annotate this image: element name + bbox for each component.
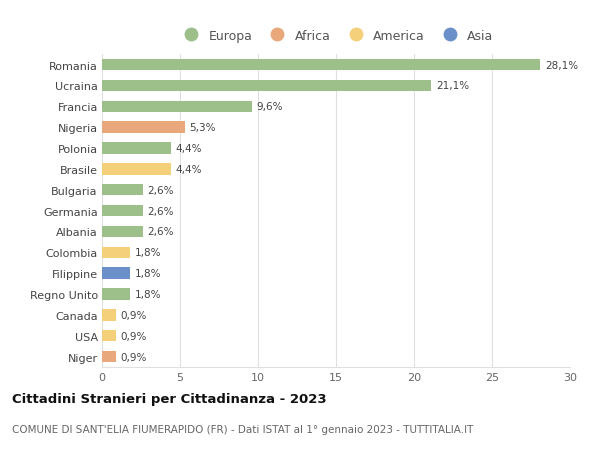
Text: 21,1%: 21,1% <box>436 81 469 91</box>
Bar <box>102 247 130 258</box>
Bar <box>102 330 116 341</box>
Text: 5,3%: 5,3% <box>190 123 216 133</box>
Text: Cittadini Stranieri per Cittadinanza - 2023: Cittadini Stranieri per Cittadinanza - 2… <box>12 392 326 405</box>
Text: 2,6%: 2,6% <box>147 206 174 216</box>
Bar <box>102 289 130 300</box>
Bar <box>102 60 541 71</box>
Text: 2,6%: 2,6% <box>147 227 174 237</box>
Text: 2,6%: 2,6% <box>147 185 174 196</box>
Text: COMUNE DI SANT'ELIA FIUMERAPIDO (FR) - Dati ISTAT al 1° gennaio 2023 - TUTTITALI: COMUNE DI SANT'ELIA FIUMERAPIDO (FR) - D… <box>12 425 473 435</box>
Bar <box>102 351 116 363</box>
Bar <box>102 268 130 279</box>
Text: 0,9%: 0,9% <box>121 352 147 362</box>
Text: 4,4%: 4,4% <box>175 144 202 154</box>
Bar <box>102 101 252 113</box>
Bar <box>102 81 431 92</box>
Text: 0,9%: 0,9% <box>121 310 147 320</box>
Text: 1,8%: 1,8% <box>135 248 161 258</box>
Bar <box>102 164 170 175</box>
Bar <box>102 185 143 196</box>
Text: 28,1%: 28,1% <box>545 61 578 71</box>
Text: 1,8%: 1,8% <box>135 269 161 279</box>
Legend: Europa, Africa, America, Asia: Europa, Africa, America, Asia <box>178 30 494 43</box>
Text: 0,9%: 0,9% <box>121 331 147 341</box>
Text: 4,4%: 4,4% <box>175 164 202 174</box>
Text: 9,6%: 9,6% <box>256 102 283 112</box>
Bar <box>102 143 170 154</box>
Bar <box>102 309 116 321</box>
Bar <box>102 226 143 238</box>
Bar <box>102 122 185 134</box>
Text: 1,8%: 1,8% <box>135 289 161 299</box>
Bar <box>102 206 143 217</box>
